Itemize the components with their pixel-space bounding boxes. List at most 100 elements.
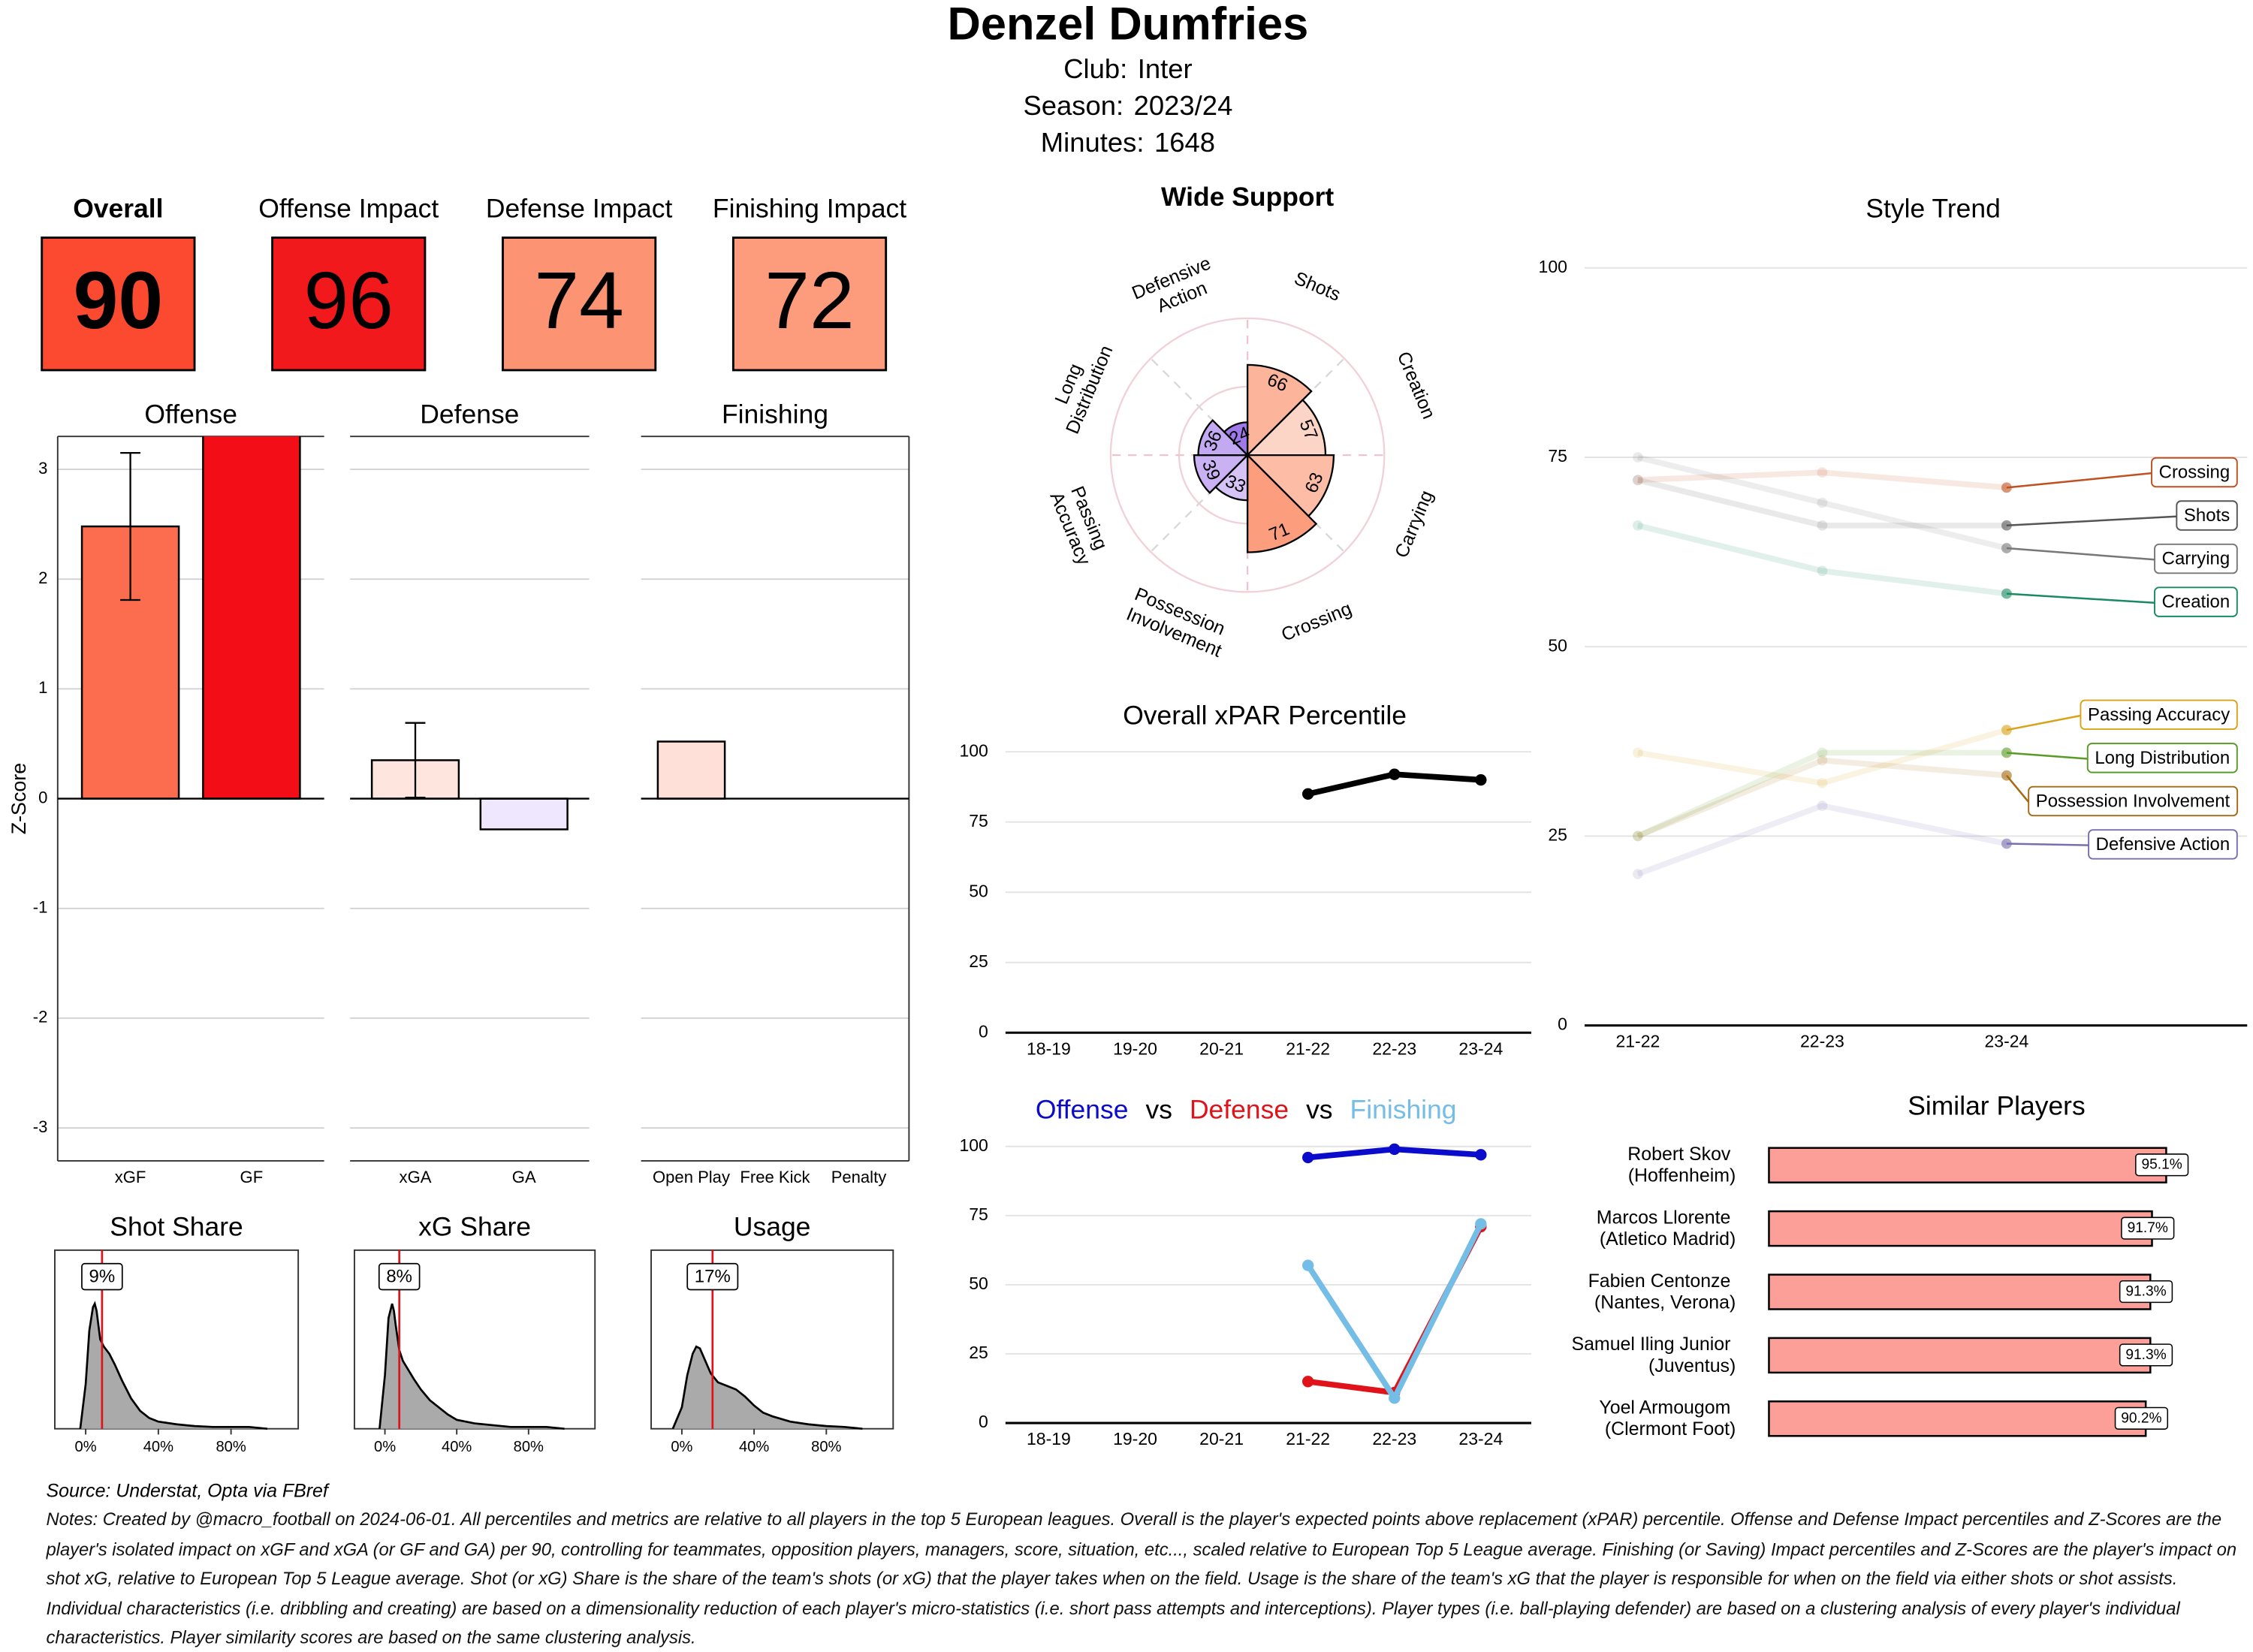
bar <box>202 436 301 800</box>
label-line: Fabien Centonze <box>1588 1270 1736 1291</box>
series-point <box>1817 565 1828 577</box>
value-label-box <box>2119 1343 2173 1367</box>
series-line <box>1636 749 2007 839</box>
series-line <box>1636 477 2007 529</box>
label-connector <box>2006 515 2177 527</box>
x-tick-label: 21-22 <box>1615 1032 1660 1051</box>
series-point <box>1817 520 1828 531</box>
score-label: Defense Impact <box>486 193 673 223</box>
bar <box>1768 1400 2147 1437</box>
x-tick-label: 18-19 <box>1027 1039 1071 1058</box>
score-label: Offense Impact <box>258 193 439 223</box>
end-label: Crossing <box>2159 462 2230 482</box>
panel-title: Usage <box>734 1211 811 1241</box>
x-tick-label: xGA <box>400 1168 432 1186</box>
series-point <box>1633 868 1643 879</box>
end-label: Carrying <box>2162 549 2230 569</box>
end-label: Passing Accuracy <box>2088 704 2230 725</box>
y-tick-label: 50 <box>969 1274 988 1293</box>
polar-bar <box>1193 454 1250 494</box>
series-point <box>1302 1259 1314 1271</box>
panel-title: Overall xPAR Percentile <box>1123 701 1407 731</box>
y-axis-label: Z-Score <box>8 763 30 834</box>
x-tick-label: 22-23 <box>1372 1039 1416 1058</box>
bar <box>479 797 569 831</box>
series-point <box>1817 747 1828 758</box>
y-tick-label: 0 <box>979 1412 988 1431</box>
series-point <box>1633 831 1643 842</box>
marker-label-box <box>378 1262 421 1291</box>
y-tick-label: 50 <box>969 881 988 900</box>
x-tick-label: 0% <box>374 1439 396 1455</box>
x-tick-label: 20-21 <box>1199 1429 1244 1449</box>
x-tick-label: 22-23 <box>1800 1032 1844 1051</box>
player-name: Denzel Dumfries <box>948 0 1309 50</box>
x-tick-label: 22-23 <box>1372 1429 1416 1449</box>
bar <box>656 740 726 800</box>
score-value: 72 <box>765 255 854 345</box>
series-line <box>1636 523 2007 597</box>
legend-entry: Offense <box>1036 1095 1129 1125</box>
error-bar <box>120 451 141 601</box>
label-line: Yoel Armougom <box>1599 1397 1736 1418</box>
score-label: Overall <box>73 193 163 223</box>
header-line: Season: 2023/24 <box>1023 90 1232 121</box>
marker-label: 8% <box>386 1267 412 1287</box>
x-tick-label: 21-22 <box>1286 1429 1330 1449</box>
series-point <box>1817 800 1828 811</box>
x-tick-label: 19-20 <box>1113 1039 1157 1058</box>
series-point <box>1389 1392 1401 1404</box>
player-label: Marcos Llorente (Atletico Madrid) <box>1597 1207 1736 1250</box>
value-label: 91.3% <box>2125 1284 2166 1300</box>
panel-title: Wide Support <box>1161 182 1334 212</box>
series-point <box>1302 1376 1314 1388</box>
series-point <box>1302 1151 1314 1164</box>
header-label: Club: <box>1063 53 1127 84</box>
label-line: Marcos Llorente <box>1597 1207 1736 1228</box>
marker-label-box <box>81 1262 123 1291</box>
score-box <box>41 237 196 372</box>
series-point <box>1389 768 1401 780</box>
end-label: Creation <box>2162 592 2230 612</box>
x-tick-label: 23-24 <box>1458 1039 1503 1058</box>
label-connector <box>2006 592 2155 604</box>
series-line <box>1637 469 2007 491</box>
value-label: 90.2% <box>2121 1410 2161 1426</box>
label-line: Samuel Iling Junior <box>1571 1334 1736 1355</box>
y-tick-label: 1 <box>38 678 47 697</box>
y-tick-label: 25 <box>969 1343 988 1362</box>
label-connector <box>2006 752 2088 760</box>
score-box <box>502 237 657 372</box>
grid-circle <box>1109 317 1386 593</box>
end-label: Possession Involvement <box>2036 791 2230 811</box>
y-tick-label: 75 <box>1548 446 1567 466</box>
end-label-box <box>2176 500 2238 531</box>
y-tick-label: 2 <box>38 568 47 587</box>
panel-title: Similar Players <box>1908 1090 2086 1120</box>
series-point <box>1475 1218 1487 1230</box>
series-point <box>1633 452 1643 463</box>
end-label-box <box>2151 457 2238 488</box>
legend-entry: Finishing <box>1350 1095 1457 1125</box>
end-label: Long Distribution <box>2095 748 2230 768</box>
y-tick-label: -3 <box>33 1117 48 1136</box>
series-line <box>1636 454 2007 551</box>
player-label: Fabien Centonze (Nantes, Verona) <box>1588 1270 1736 1313</box>
density-curve <box>379 1303 565 1430</box>
player-label: Samuel Iling Junior (Juventus) <box>1571 1334 1736 1376</box>
series-point <box>1817 755 1828 766</box>
legend-separator: vs <box>1306 1095 1332 1125</box>
label-line: (Hoffenheim) <box>1628 1165 1736 1186</box>
y-tick-label: 100 <box>1539 257 1567 276</box>
score-label: Finishing Impact <box>713 193 906 223</box>
notes-box: Notes: Created by @macro_football on 202… <box>46 1509 2236 1647</box>
x-tick-label: 18-19 <box>1027 1429 1071 1449</box>
marker-label: 17% <box>695 1267 731 1287</box>
series-point <box>1475 1149 1487 1161</box>
value-label-box <box>2121 1216 2175 1240</box>
end-label-box <box>2080 699 2238 731</box>
panel-title: Style Trend <box>1865 193 2000 223</box>
series-point <box>1817 497 1828 508</box>
x-tick-label: 80% <box>216 1439 246 1455</box>
x-tick-label: 40% <box>143 1439 173 1455</box>
